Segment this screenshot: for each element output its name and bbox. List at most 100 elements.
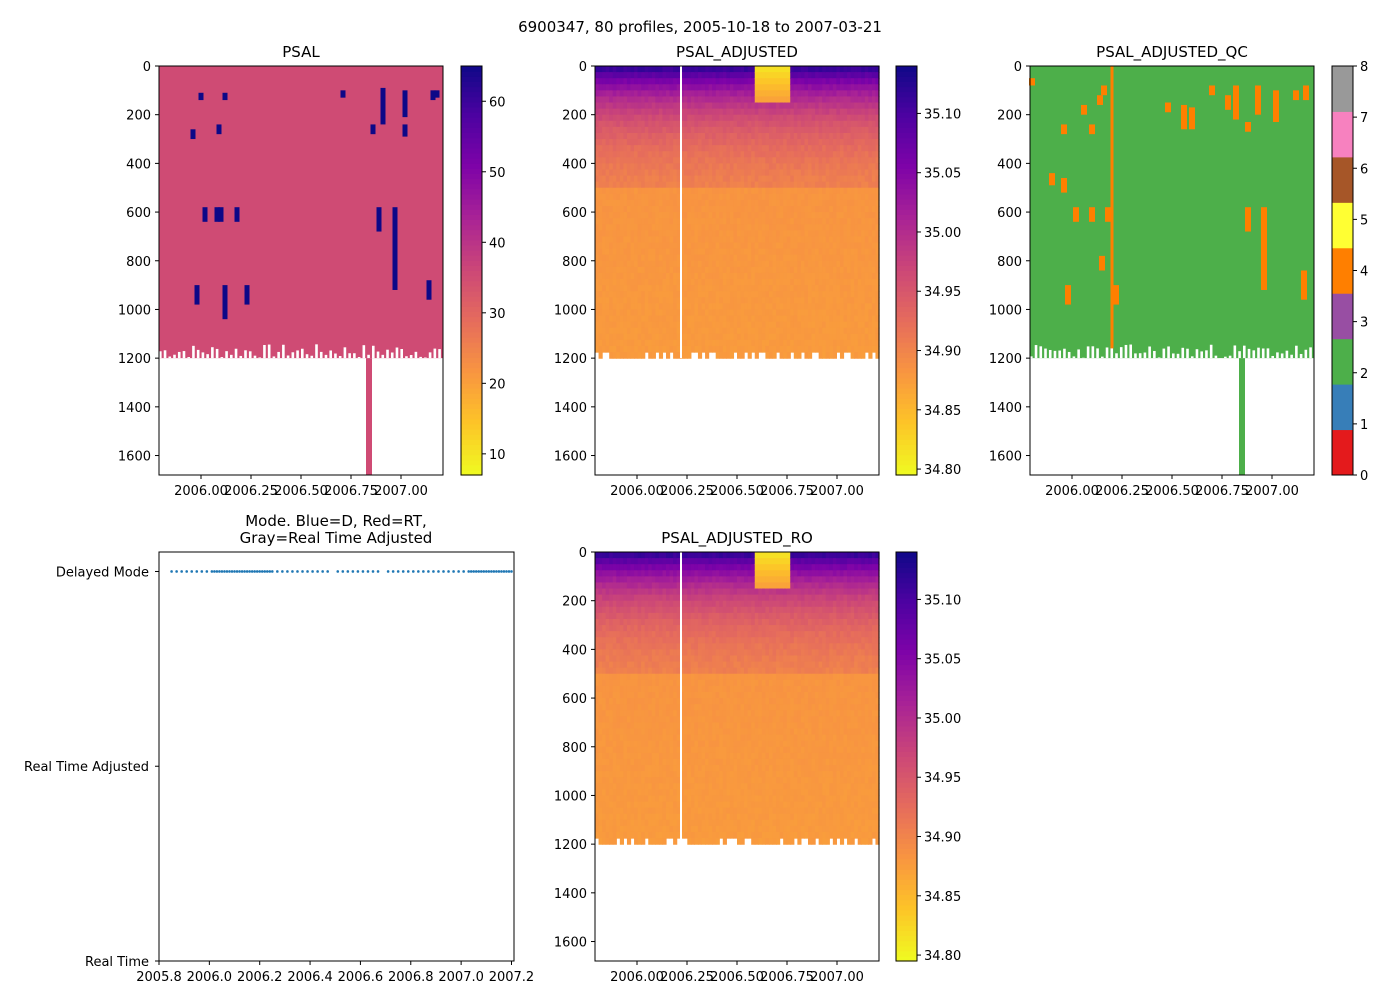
psal-adjusted-cell (797, 120, 802, 128)
qc-flag4-cell (1273, 90, 1279, 122)
psal-adjusted-cell (861, 315, 866, 323)
psal-adjusted-cell (822, 108, 827, 116)
qc-profile-gap (1290, 354, 1293, 359)
psal-colorbar-gradient-step (461, 117, 482, 123)
psal-adjusted-cell (630, 291, 635, 298)
psal-adjusted-cell (623, 199, 628, 207)
psal-adjusted-ro-cell (595, 813, 600, 821)
psal-adjusted-cell (726, 248, 731, 256)
psal-adjusted-cell (722, 187, 727, 195)
psal-adjusted-cell (697, 272, 703, 280)
psal-adjusted-cell (605, 327, 610, 335)
psal-adjusted-cell (758, 78, 763, 85)
psal-adjusted-cell (797, 187, 802, 195)
psal-adjusted-cell (804, 303, 809, 311)
psal-adjusted-cell (662, 242, 667, 250)
qc-profile-gap (1072, 356, 1076, 359)
psal-adjusted-cell (754, 205, 759, 213)
psal-adjusted-cell (644, 297, 649, 304)
psal-adjusted-cell (666, 248, 671, 256)
psal-adjusted-cell (871, 126, 877, 134)
psal-adjusted-ro-cell (602, 819, 607, 827)
psal-adjusted-cell (598, 132, 603, 140)
psal-adjusted-ro-cell (602, 722, 607, 730)
psal-adjusted-cell (868, 145, 873, 152)
psal-adjusted-cell (676, 205, 681, 213)
psal-colorbar-gradient-step (461, 183, 482, 190)
psal-adjusted-ro-cell (634, 801, 639, 809)
psal-adjusted-cell (768, 279, 774, 286)
psal-adjusted-cell (861, 352, 866, 359)
psal-adjusted-ro-cell (612, 698, 617, 705)
psal-adjusted-cell (612, 327, 617, 335)
psal-adjusted-cell (740, 139, 745, 146)
psal-adjusted-ro-cell (598, 637, 603, 644)
psal-adjusted-cell (641, 242, 646, 250)
psal-adjusted-cell (708, 96, 713, 104)
qc-profile-gap (1115, 353, 1118, 359)
psal-adjusted-cell (758, 315, 763, 323)
psal-adjusted-cell (737, 321, 742, 329)
psal-adjusted-cell (815, 236, 820, 244)
psal-adjusted-cell (658, 352, 664, 359)
psal-adjusted-cell (680, 72, 685, 79)
psal-adjusted-cell (602, 230, 607, 238)
psal-adjusted-cell (839, 333, 845, 341)
psal-adjusted-cell (637, 199, 642, 207)
psal-adjusted-ro-cell (612, 710, 617, 717)
psal-adjusted-ro-cell (623, 716, 628, 724)
psal-adjusted-cell (871, 114, 877, 122)
psal-adjusted-cell (829, 303, 834, 311)
psal-ytick-label: 600 (126, 206, 151, 221)
qc-profile-gap (1086, 346, 1090, 359)
psal-adjusted-ro-cell (630, 777, 635, 784)
psal-adjusted-cell (779, 102, 784, 110)
psal-adjusted-cell (715, 102, 720, 110)
mode-point (341, 570, 345, 573)
psal-adjusted-cell (758, 345, 763, 353)
psal-adjusted-cell (623, 266, 628, 274)
psal-adjusted-cell (836, 285, 841, 292)
psal-adjusted-cell (829, 230, 834, 238)
psal-adjusted-cell (843, 163, 848, 171)
qc-profile-gap (1105, 347, 1109, 359)
psal-adjusted-cell (744, 145, 749, 152)
psal-adjusted-cell (605, 120, 610, 128)
psal-adjusted-cell (847, 242, 852, 250)
psal-adjusted-cell (666, 309, 671, 317)
psal-adjusted-cell (832, 248, 837, 256)
psal-adjusted-cell (733, 291, 738, 298)
psal-adjusted-colorbar-gradient-step (896, 265, 917, 272)
psal-adjusted-cell (800, 169, 806, 177)
psal-adjusted-cell (861, 224, 866, 231)
psal-adjusted-ytick-label: 600 (562, 206, 587, 221)
psal-adjusted-cell (626, 272, 632, 280)
psal-adjusted-cell (836, 266, 841, 274)
psal-adjusted-cell (800, 187, 806, 195)
psal-adjusted-cell (800, 205, 806, 213)
psal-adjusted-ro-cell (626, 807, 632, 815)
psal-adjusted-ro-cell (626, 765, 632, 772)
psal-adjusted-cell (715, 285, 720, 292)
psal-adjusted-cell (705, 102, 710, 110)
psal-adjusted-cell (630, 187, 635, 195)
psal-adjusted-cell (847, 120, 852, 128)
psal-adjusted-cell (804, 212, 809, 219)
psal-adjusted-cell (850, 266, 855, 274)
psal-adjusted-cell (818, 102, 823, 110)
psal-adjusted-cell (818, 272, 823, 280)
psal-adjusted-cell (754, 272, 759, 280)
psal-adjusted-cell (811, 163, 816, 171)
psal-adjusted-cell (634, 254, 639, 262)
psal-adjusted-cell (715, 218, 720, 225)
psal-adjusted-cell (609, 254, 614, 262)
psal-adjusted-cell (797, 327, 802, 335)
psal-adjusted-cell (800, 285, 806, 292)
psal-adjusted-cell (790, 120, 795, 128)
psal-adjusted-cell (875, 218, 880, 225)
psal-adjusted-cell (875, 352, 880, 359)
psal-adjusted-cell (655, 163, 660, 171)
psal-adjusted-cell (598, 333, 603, 341)
psal-adjusted-cell (701, 248, 706, 256)
psal-adjusted-cell (673, 108, 678, 116)
